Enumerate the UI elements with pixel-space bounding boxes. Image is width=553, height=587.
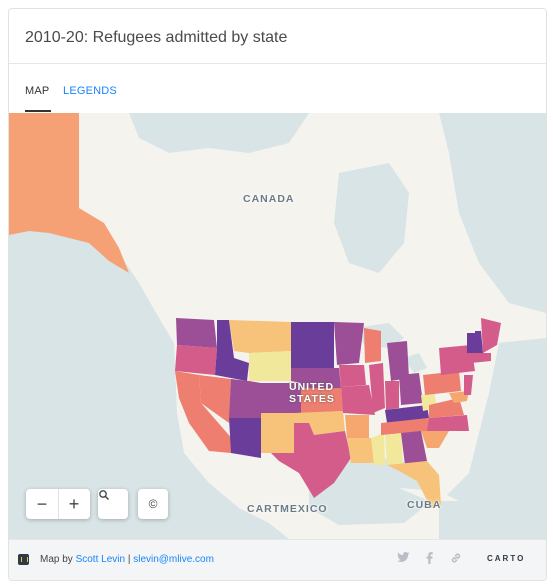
state-VA xyxy=(429,398,464,418)
label-carto-overlay: CART xyxy=(247,503,281,515)
state-NH xyxy=(475,331,483,353)
atlantic-ocean xyxy=(439,338,546,539)
state-MS xyxy=(371,433,385,465)
state-LA xyxy=(347,438,377,463)
state-AK xyxy=(9,113,129,273)
twitter-share-icon[interactable] xyxy=(397,552,410,566)
state-PA xyxy=(423,371,461,395)
zoom-out-button[interactable]: − xyxy=(26,489,59,519)
tab-legends[interactable]: LEGENDS xyxy=(63,85,117,97)
state-TN xyxy=(381,418,429,435)
credit-prefix: Map by xyxy=(40,554,76,565)
credit-separator: | xyxy=(125,554,134,565)
label-cuba: CUBA xyxy=(407,499,442,511)
state-GA xyxy=(401,431,427,465)
zoom-in-button[interactable]: + xyxy=(68,494,80,514)
state-OR xyxy=(175,345,217,375)
state-VT xyxy=(467,333,475,353)
basemap xyxy=(9,113,546,539)
author-link[interactable]: Scott Levin xyxy=(75,554,126,565)
state-IL xyxy=(369,363,385,413)
map-card: 2010-20: Refugees admitted by state MAP … xyxy=(8,8,547,581)
email-link[interactable]: slevin@mlive.com xyxy=(133,554,214,565)
state-NC xyxy=(427,415,469,431)
state-NV xyxy=(199,375,231,423)
carto-brand[interactable]: CARTO xyxy=(487,554,526,563)
labrador-sea xyxy=(439,113,546,313)
state-OK xyxy=(294,411,345,435)
label-united: UNITED xyxy=(289,381,335,393)
label-united-states: UNITED STATES xyxy=(289,381,335,405)
state-UT xyxy=(229,379,261,418)
facebook-share-icon[interactable] xyxy=(426,552,433,567)
active-tab-indicator xyxy=(25,110,51,112)
carto-logo-icon xyxy=(18,554,29,565)
state-OH xyxy=(399,373,423,405)
state-CA xyxy=(175,371,234,453)
map-canvas[interactable]: CANADA UNITED STATES CARTMEXICO CUBA − +… xyxy=(9,113,546,539)
state-IA xyxy=(339,365,366,387)
state-ME xyxy=(481,318,501,353)
state-WI xyxy=(364,328,381,363)
state-MT xyxy=(229,320,291,353)
attribution-button[interactable]: © xyxy=(138,489,168,519)
state-AR xyxy=(345,415,369,438)
state-WA xyxy=(176,318,217,348)
state-ND xyxy=(291,322,334,345)
state-ID xyxy=(215,320,249,381)
label-mexico-text: MEXICO xyxy=(280,503,328,515)
label-mexico: CARTMEXICO xyxy=(247,503,328,515)
state-MN xyxy=(334,322,364,365)
state-NJ xyxy=(464,375,473,395)
pacific-ocean xyxy=(9,225,289,539)
search-icon xyxy=(99,490,109,500)
state-MA xyxy=(471,353,491,363)
state-AZ xyxy=(229,418,261,458)
state-FL xyxy=(387,461,441,508)
state-NY xyxy=(439,345,475,375)
state-TX xyxy=(271,423,351,498)
state-IN xyxy=(385,381,399,410)
state-KY xyxy=(385,405,429,423)
arctic-water xyxy=(129,113,309,153)
state-SC xyxy=(421,431,449,448)
state-MO xyxy=(341,385,375,415)
state-WY xyxy=(249,351,291,381)
state-MI xyxy=(387,341,409,381)
search-button[interactable] xyxy=(98,489,128,519)
state-AL xyxy=(385,433,403,465)
map-credit: Map by Scott Levin | slevin@mlive.com xyxy=(40,554,214,565)
tab-map[interactable]: MAP xyxy=(25,85,50,97)
footer: Map by Scott Levin | slevin@mlive.com CA… xyxy=(9,539,546,580)
state-KS xyxy=(301,388,343,413)
state-NE xyxy=(291,368,341,388)
link-share-icon[interactable] xyxy=(450,552,462,567)
label-canada: CANADA xyxy=(243,193,295,205)
label-states: STATES xyxy=(289,393,335,405)
state-NM xyxy=(261,413,294,453)
divider xyxy=(9,63,546,64)
state-CO xyxy=(261,383,301,413)
state-SD xyxy=(291,345,334,368)
zoom-control: − + xyxy=(26,489,90,519)
page-title: 2010-20: Refugees admitted by state xyxy=(25,29,288,46)
hudson-bay xyxy=(334,163,409,273)
